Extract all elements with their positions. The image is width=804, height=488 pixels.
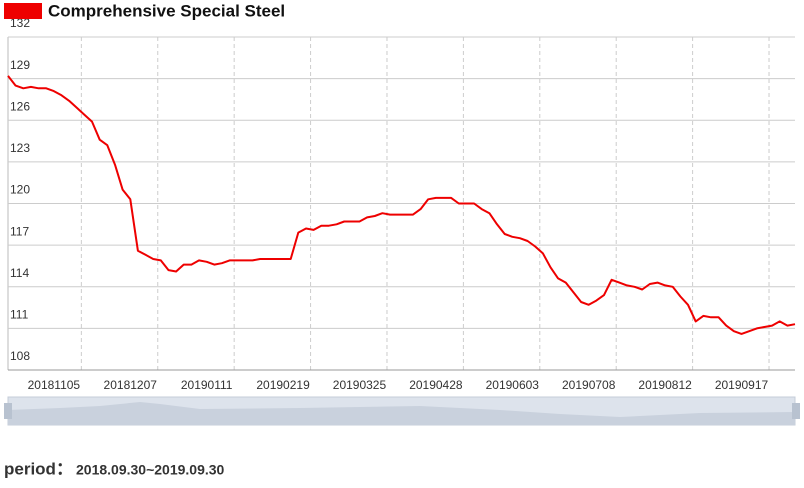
legend-label: Comprehensive Special Steel — [48, 1, 285, 20]
x-tick-label: 20190812 — [638, 378, 692, 392]
y-tick-label: 114 — [10, 266, 29, 280]
x-tick-label: 20190325 — [333, 378, 387, 392]
y-tick-label: 129 — [10, 58, 30, 72]
legend-swatch — [4, 3, 42, 19]
y-tick-label: 132 — [10, 16, 30, 30]
y-tick-label: 120 — [10, 183, 30, 197]
zoom-preview — [8, 402, 795, 425]
x-tick-label: 20190708 — [562, 378, 616, 392]
period-label: period： — [4, 459, 73, 478]
x-tick-label: 20190111 — [181, 378, 233, 392]
period: 2018.09.30~2019.09.30 — [76, 462, 225, 478]
x-tick-label: 20190428 — [409, 378, 463, 392]
y-tick-label: 123 — [10, 141, 30, 155]
x-tick-label: 20190917 — [715, 378, 769, 392]
y-tick-label: 108 — [10, 349, 30, 363]
y-tick-label: 117 — [10, 224, 29, 238]
zoom-handle[interactable] — [4, 403, 12, 419]
y-tick-label: 126 — [10, 99, 30, 113]
x-tick-label: 20181105 — [28, 378, 81, 392]
zoom-handle[interactable] — [792, 403, 800, 419]
y-tick-label: 111 — [10, 308, 29, 322]
x-tick-label: 20181207 — [104, 378, 158, 392]
x-tick-label: 20190603 — [486, 378, 540, 392]
line — [7, 75, 796, 335]
x-tick-label: 20190219 — [256, 378, 310, 392]
